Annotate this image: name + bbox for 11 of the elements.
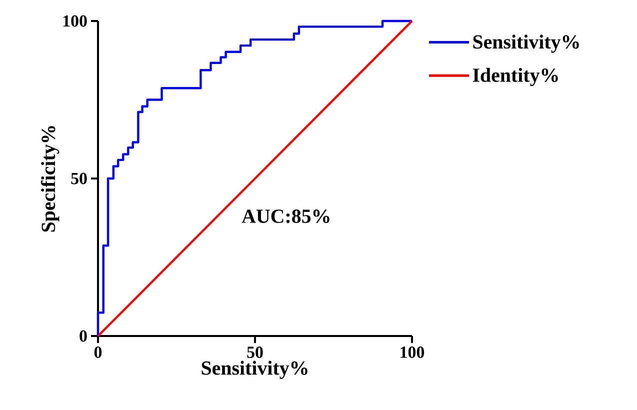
y-axis-title: Specificity%	[40, 126, 60, 232]
x-tick-label: 0	[94, 346, 102, 358]
annotation: AUC:85%	[242, 210, 330, 224]
y-tick-label: 0	[80, 330, 87, 342]
legend-label: Sensitivity%	[473, 34, 579, 53]
x-tick-label: 50	[247, 346, 263, 358]
x-axis-title: Sensitivity%	[202, 360, 308, 379]
y-tick-label: 50	[71, 172, 87, 184]
legend-label: Identity%	[472, 68, 558, 86]
y-tick-label: 100	[63, 15, 87, 27]
x-tick-label: 100	[400, 346, 424, 358]
